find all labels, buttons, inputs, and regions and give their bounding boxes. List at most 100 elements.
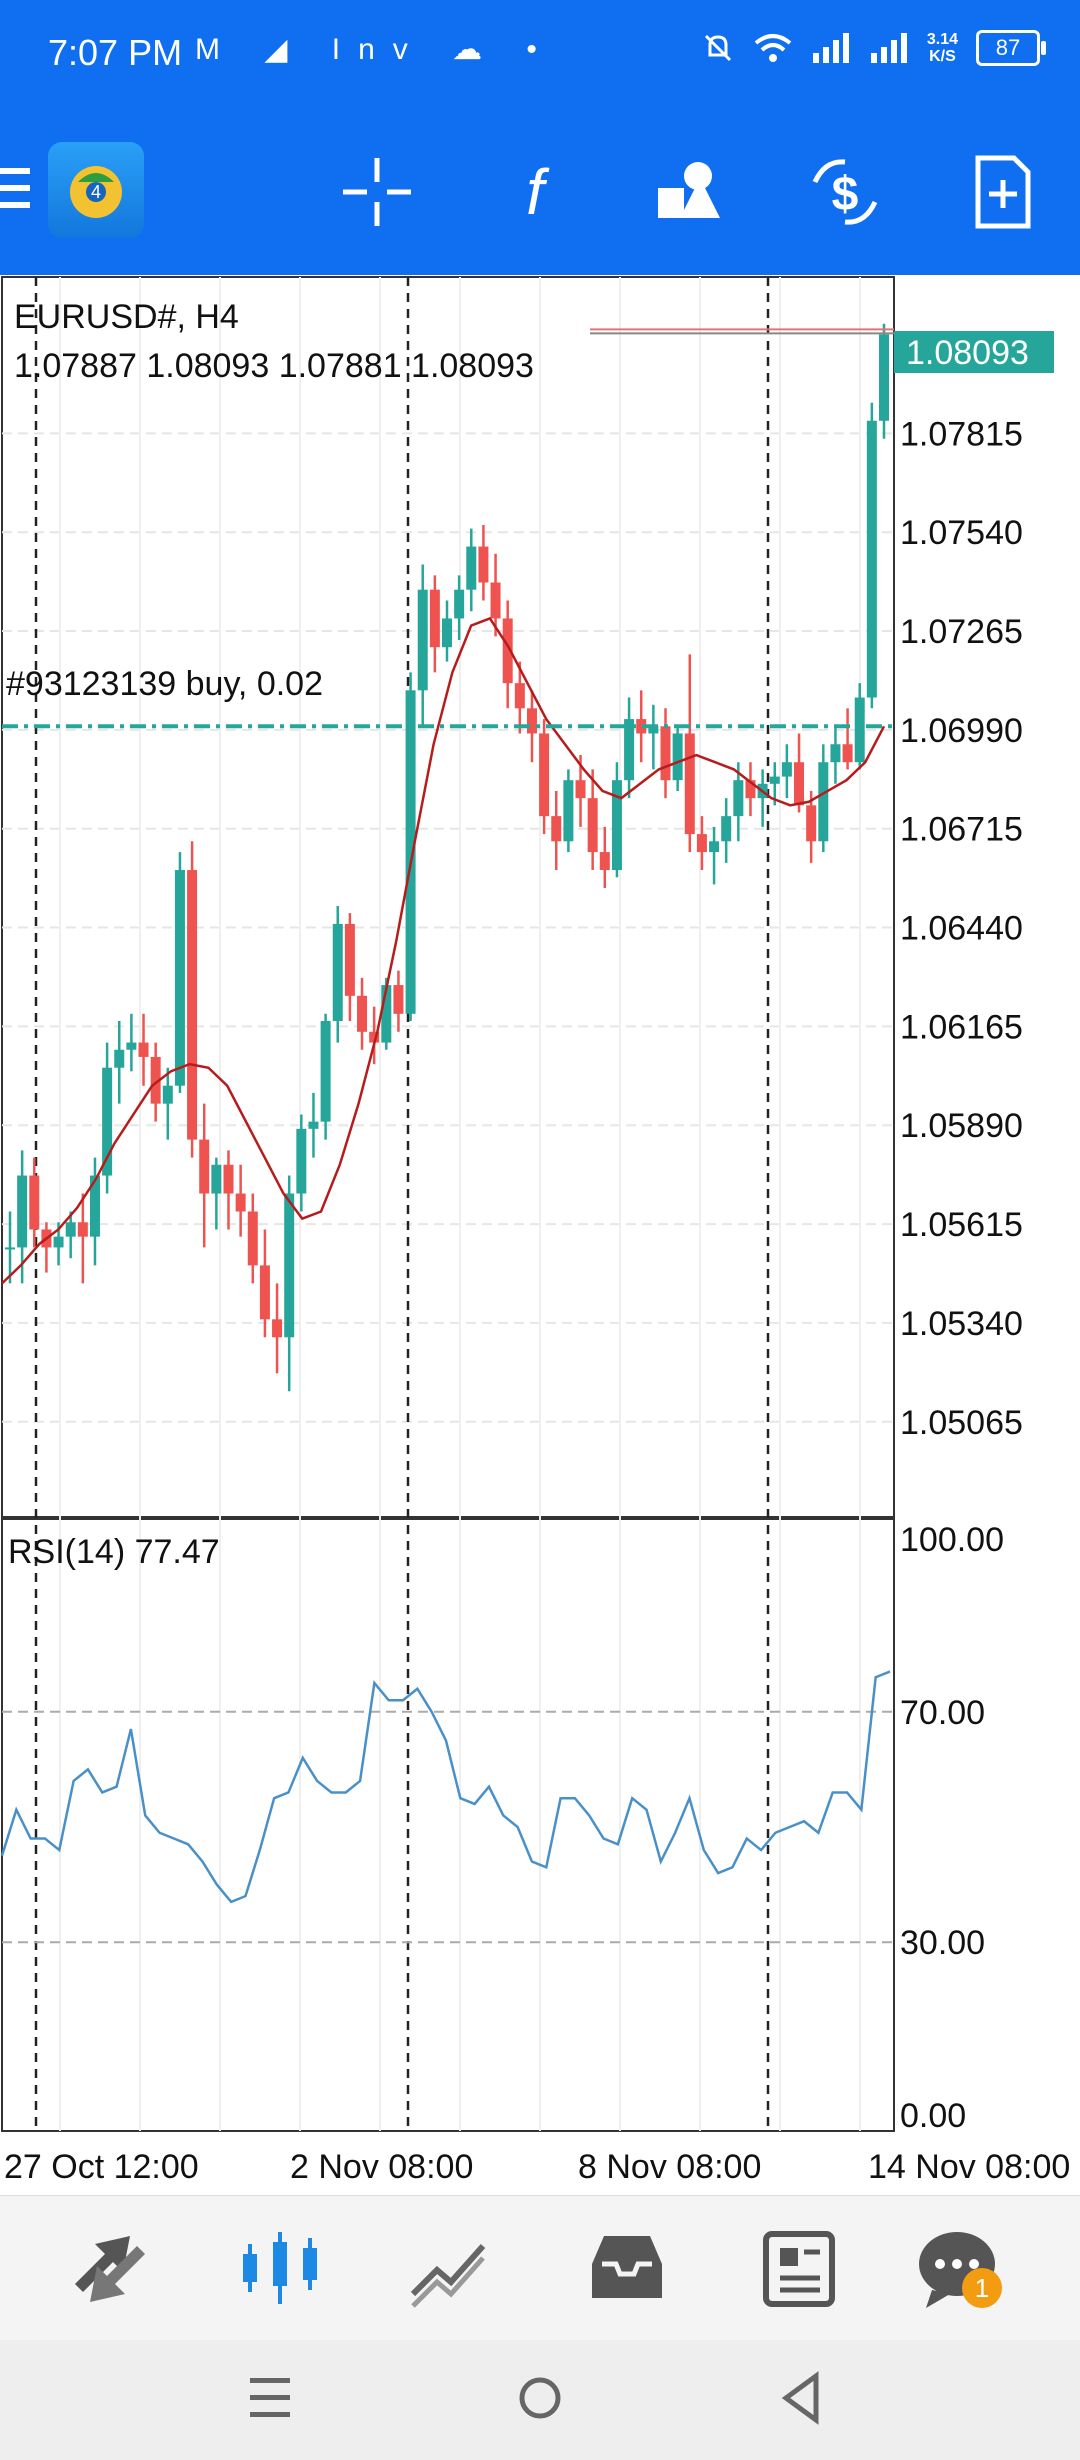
candle-body — [235, 1193, 246, 1212]
candle-body — [854, 697, 865, 763]
candle-body — [490, 582, 501, 619]
price-tick-label: 1.06990 — [900, 712, 1023, 750]
candle-body — [53, 1236, 64, 1248]
metatrader-logo-icon: 4 — [70, 166, 122, 218]
candle-body — [842, 744, 853, 763]
wifi-icon — [754, 34, 792, 62]
candle-body — [162, 1085, 173, 1104]
candle-body — [745, 780, 756, 799]
bottom-navigation: 1 — [0, 2195, 1080, 2341]
candle-body — [599, 852, 610, 871]
mute-icon — [704, 34, 731, 62]
trade-icon[interactable]: $ — [805, 152, 885, 232]
candle-body — [551, 816, 562, 842]
objects-icon[interactable] — [650, 152, 730, 232]
chart-area[interactable]: 1.07815 1.07540 1.07265 1.06990 1.06715 1.064… — [0, 275, 1080, 2195]
candle-body — [794, 762, 805, 806]
candle-body — [442, 618, 452, 648]
candle-body — [672, 733, 683, 781]
candle-body — [65, 1222, 76, 1237]
candle-body — [223, 1164, 234, 1194]
signal-icon-2 — [870, 33, 907, 63]
app-toolbar: 4 f $ — [0, 110, 1080, 275]
new-order-icon[interactable] — [962, 152, 1042, 232]
candle-body — [284, 1193, 295, 1338]
back-icon[interactable] — [780, 2370, 824, 2426]
function-icon[interactable]: f — [495, 152, 575, 232]
status-time: 7:07 PM — [48, 32, 183, 73]
price-tick-label: 1.07815 — [900, 415, 1023, 453]
time-axis-label: 14 Nov 08:00 — [868, 2148, 1070, 2186]
battery-icon: 87 — [976, 30, 1046, 66]
candle-body — [514, 683, 525, 709]
candle-body — [478, 546, 489, 583]
price-tick-label: 1.07540 — [900, 514, 1023, 552]
signal-icon — [812, 33, 849, 63]
speed-value: 3.14 — [926, 31, 958, 48]
candle-body — [721, 816, 732, 842]
rsi-title: RSI(14) 77.47 — [8, 1533, 220, 1571]
candle-body — [879, 334, 889, 421]
candle-body — [308, 1121, 319, 1129]
candle-body — [369, 1031, 380, 1043]
notification-icons: M ◢ Inv ☁ • — [195, 33, 555, 66]
ohlc-label: 1.07887 1.08093 1.07881 1.08093 — [14, 347, 534, 385]
history-tab-icon[interactable] — [582, 2224, 672, 2314]
rsi-tick-label: 100.00 — [900, 1521, 1004, 1559]
news-tab-icon[interactable] — [752, 2224, 842, 2314]
rsi-tick-label: 70.00 — [900, 1694, 985, 1732]
candle-body — [29, 1175, 40, 1230]
candle-body — [150, 1056, 161, 1104]
candle-body — [393, 985, 404, 1014]
candle-body — [660, 726, 671, 781]
candle-body — [429, 589, 440, 648]
chart-tab-icon[interactable] — [235, 2224, 325, 2314]
candle-body — [332, 923, 343, 1021]
price-tick-label: 1.05065 — [900, 1404, 1023, 1442]
candle-body — [199, 1139, 210, 1194]
candle-body — [247, 1211, 258, 1266]
candle-body — [624, 719, 635, 781]
svg-text:1: 1 — [975, 2273, 989, 2303]
candle-body — [648, 726, 659, 734]
chat-tab-icon[interactable]: 1 — [912, 2224, 1002, 2314]
symbol-label: EURUSD#, H4 — [14, 298, 239, 336]
candle-body — [539, 733, 550, 817]
candle-body — [417, 589, 428, 691]
candle-body — [781, 762, 792, 777]
price-chart[interactable]: 1.07815 1.07540 1.07265 1.06990 1.06715 1.064… — [0, 275, 1080, 2195]
candle-body — [174, 870, 185, 1086]
candle-body — [344, 923, 355, 996]
quotes-icon[interactable] — [65, 2224, 155, 2314]
order-label: #93123139 buy, 0.02 — [6, 665, 323, 703]
current-price-tag — [894, 331, 1054, 373]
candle-body — [381, 985, 392, 1043]
price-tick-label: 1.05340 — [900, 1305, 1023, 1343]
candle-body — [587, 798, 598, 853]
price-tick-label: 1.05615 — [900, 1206, 1023, 1244]
candle-body — [114, 1049, 125, 1068]
trade-tab-icon[interactable] — [405, 2224, 495, 2314]
candle-body — [272, 1319, 283, 1338]
rsi-line — [0, 1670, 891, 1904]
candle-body — [466, 546, 477, 590]
home-icon[interactable] — [515, 2370, 565, 2426]
candle-body — [709, 841, 720, 853]
candle-body — [502, 618, 513, 684]
candle-body — [102, 1067, 113, 1176]
candle-body — [636, 719, 647, 734]
candle-body — [187, 870, 198, 1140]
status-bar: 7:07 PM M ◢ Inv ☁ • 3.14 K/S 87 — [0, 0, 1080, 110]
recent-apps-icon[interactable] — [248, 2372, 292, 2424]
candle-body — [563, 780, 574, 842]
menu-icon[interactable] — [0, 168, 30, 212]
candle-body — [830, 744, 841, 763]
candle-body — [769, 776, 780, 784]
crosshair-icon[interactable] — [337, 152, 417, 232]
status-right: 3.14 K/S 87 — [701, 30, 1046, 66]
time-axis-label: 27 Oct 12:00 — [4, 2148, 199, 2186]
metatrader-logo[interactable]: 4 — [48, 142, 144, 238]
price-tick-label: 1.06715 — [900, 811, 1023, 849]
candle-body — [357, 995, 368, 1032]
candle-body — [733, 780, 744, 817]
